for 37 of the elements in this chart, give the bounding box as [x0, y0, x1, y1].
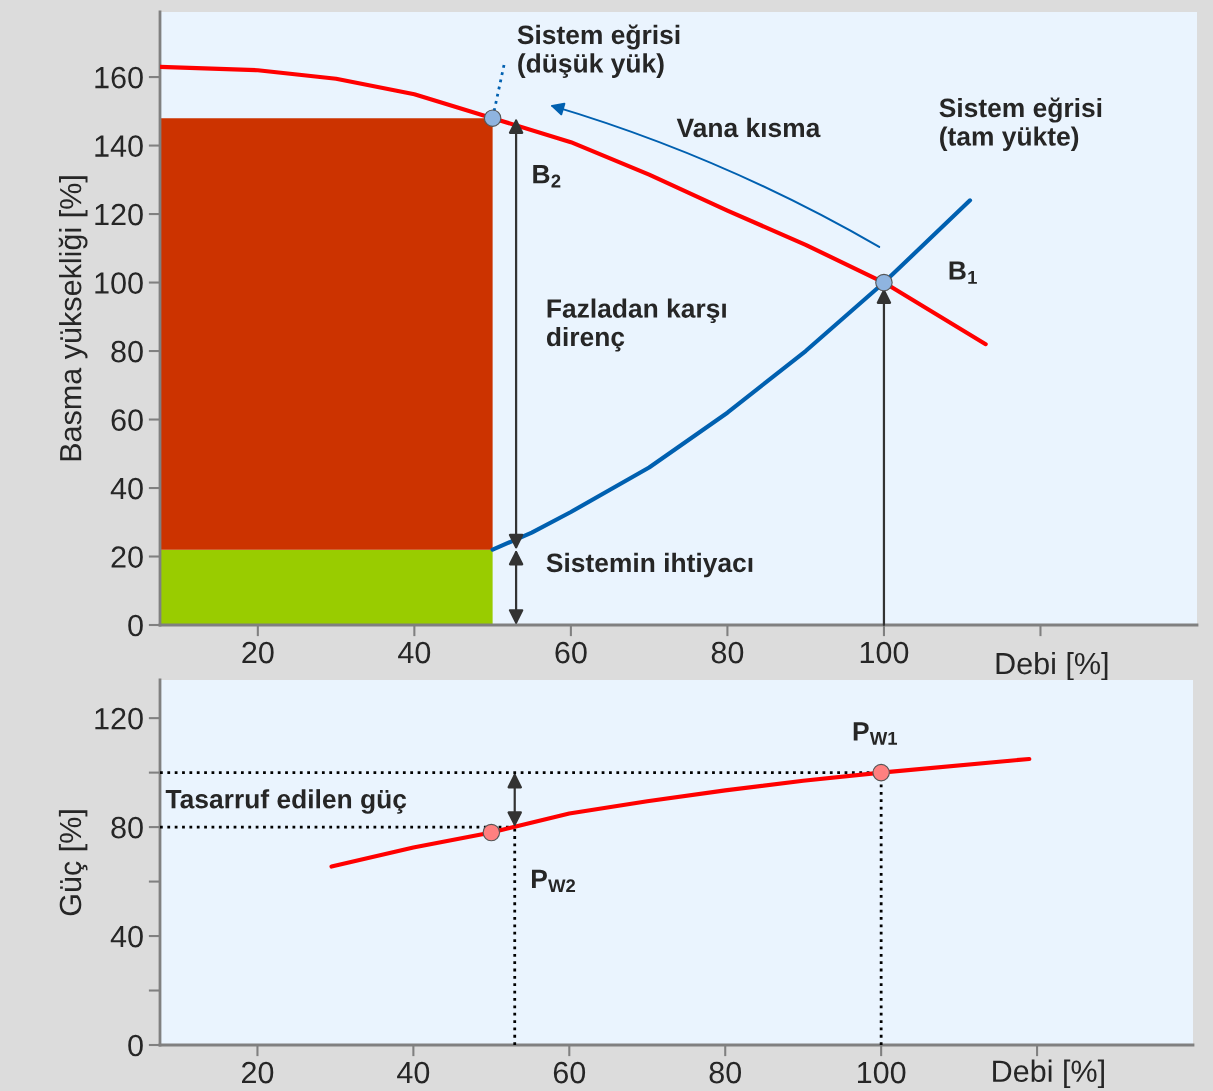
- annotation: B$_{2}$: [533, 165, 561, 188]
- x-tick-label: 40: [397, 1061, 430, 1084]
- annotation: P$_{W1}$: [853, 722, 898, 745]
- y-tick-label: 80: [111, 340, 143, 363]
- x-tick-label: 100: [860, 641, 909, 664]
- x-tick-label: 20: [242, 641, 274, 664]
- x-tick-label: 80: [709, 1061, 742, 1084]
- x-tick-label: 60: [555, 641, 587, 664]
- y-tick-label: 120: [95, 203, 143, 226]
- y-tick-label: 140: [95, 135, 143, 157]
- y-tick-label: 80: [111, 816, 143, 839]
- y-tick-label: 0: [128, 614, 143, 637]
- annotation: Fazladan karşı direnç: [546, 298, 726, 352]
- annotation: Sistemin ihtiyacı: [546, 552, 753, 578]
- x-axis-title: Debi [%]: [996, 651, 1108, 681]
- x-tick-label: 40: [398, 641, 431, 664]
- y-tick-label: 100: [95, 272, 143, 294]
- y-tick-label: 0: [128, 1034, 143, 1057]
- y-tick-label: 40: [110, 477, 143, 500]
- annotation: Sistem eğrisi (tam yükte): [939, 97, 1102, 152]
- y-tick-label: 160: [95, 66, 143, 89]
- x-axis-title: Debi [%]: [993, 1059, 1104, 1089]
- x-tick-label: 100: [857, 1061, 906, 1084]
- annotation: Sistem eğrisi (düşük yük): [517, 24, 680, 78]
- annotation: P$_{W2}$: [531, 869, 576, 893]
- annotation: Tasarruf edilen güç: [165, 789, 407, 814]
- y-axis-title: Güç [%]: [58, 810, 88, 916]
- x-tick-label: 80: [711, 641, 744, 664]
- x-tick-label: 60: [553, 1061, 586, 1084]
- y-tick-label: 20: [111, 546, 143, 568]
- annotation: B$_{1}$: [949, 261, 977, 284]
- y-tick-label: 60: [111, 409, 143, 431]
- y-tick-label: 40: [110, 925, 143, 948]
- y-tick-label: 120: [95, 707, 143, 730]
- x-tick-label: 20: [242, 1061, 274, 1084]
- y-axis-title: Basma yüksekliği [%]: [58, 176, 88, 461]
- annotation: Vana kısma: [676, 117, 821, 138]
